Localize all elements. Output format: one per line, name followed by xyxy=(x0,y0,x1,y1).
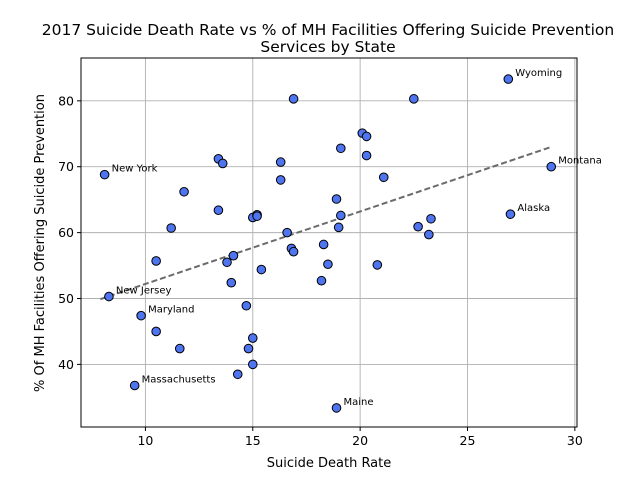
data-point xyxy=(247,359,258,370)
data-point xyxy=(99,169,110,180)
data-point xyxy=(426,213,436,224)
data-point xyxy=(505,209,516,219)
chart-title-line-1: 2017 Suicide Death Rate vs % of MH Facil… xyxy=(42,21,614,39)
data-point xyxy=(372,260,383,270)
trend-line xyxy=(100,146,552,301)
x-tick-label: 15 xyxy=(245,433,261,448)
data-point xyxy=(378,172,389,183)
data-point xyxy=(151,256,161,266)
ticks-layer: 10 15 20 25 30 40 50 60 70 80 xyxy=(58,93,583,448)
point-annotations: New York New Jersey Massachusetts Maryland M… xyxy=(112,68,602,408)
chart-title-line-2: Services by State xyxy=(260,38,395,56)
data-point xyxy=(129,380,140,391)
x-tick-label: 10 xyxy=(137,433,153,448)
data-point xyxy=(222,257,232,268)
data-point xyxy=(275,157,286,167)
data-point xyxy=(409,94,419,104)
data-point xyxy=(213,205,224,216)
point-label: Montana xyxy=(558,156,602,167)
y-tick-label: 80 xyxy=(58,93,74,108)
data-point xyxy=(413,221,423,232)
data-point xyxy=(256,264,267,275)
data-point xyxy=(247,333,258,343)
data-points xyxy=(99,74,557,413)
x-tick-label: 25 xyxy=(460,433,476,448)
data-point xyxy=(336,210,346,221)
data-point xyxy=(361,150,372,161)
grid-layer xyxy=(81,58,577,427)
y-axis-label: % Of MH Facilities Offering Suicide Prev… xyxy=(33,94,48,392)
data-point xyxy=(288,94,299,104)
data-point xyxy=(232,369,243,380)
point-label: Wyoming xyxy=(515,68,562,79)
data-point xyxy=(288,246,299,257)
point-label: New York xyxy=(112,164,158,175)
data-point xyxy=(318,239,329,250)
data-point xyxy=(361,131,372,142)
plot-frame xyxy=(80,57,578,428)
y-tick-label: 70 xyxy=(58,159,74,174)
x-tick-label: 20 xyxy=(352,433,368,448)
data-point xyxy=(282,227,292,238)
x-axis-label: Suicide Death Rate xyxy=(267,456,392,471)
data-point xyxy=(243,343,254,354)
data-point xyxy=(104,291,114,302)
data-point xyxy=(333,222,344,233)
data-point xyxy=(503,74,514,84)
point-label: Maryland xyxy=(148,305,194,316)
y-tick-label: 50 xyxy=(58,291,74,306)
data-point xyxy=(166,223,176,233)
data-point xyxy=(331,403,342,413)
point-label: Massachusetts xyxy=(142,374,216,385)
data-point xyxy=(228,250,239,261)
data-point xyxy=(336,143,346,154)
point-label: New Jersey xyxy=(116,286,172,297)
point-label: Maine xyxy=(344,397,374,408)
x-tick-label: 30 xyxy=(567,433,583,448)
data-point xyxy=(546,161,557,172)
data-point xyxy=(136,310,146,321)
point-label: Alaska xyxy=(517,203,550,214)
data-point xyxy=(323,259,333,270)
data-point xyxy=(151,326,161,337)
data-point xyxy=(331,194,342,204)
data-point xyxy=(226,277,237,288)
data-point xyxy=(174,343,185,354)
data-point xyxy=(424,229,434,240)
data-point xyxy=(241,300,252,311)
data-point xyxy=(252,211,262,221)
data-point xyxy=(179,186,189,197)
data-point xyxy=(316,275,327,286)
y-tick-label: 60 xyxy=(58,225,74,240)
data-point xyxy=(275,175,286,185)
data-point xyxy=(217,158,228,169)
y-tick-label: 40 xyxy=(58,357,74,372)
